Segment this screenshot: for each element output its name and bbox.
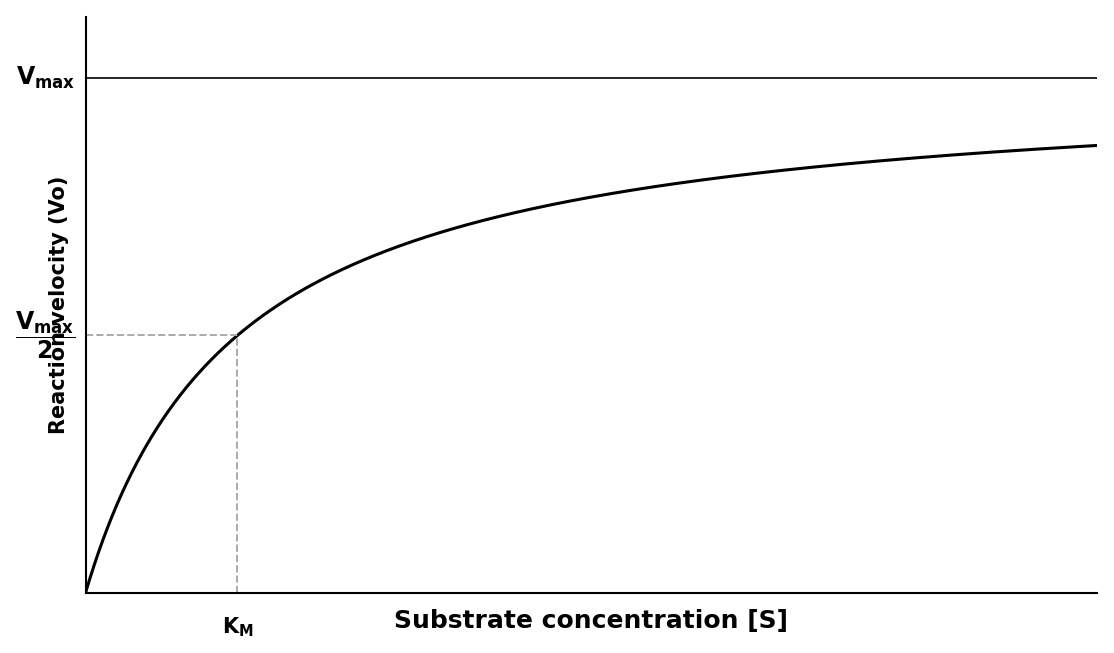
Text: $\mathbf{V_{max}}$: $\mathbf{V_{max}}$ [17,65,76,91]
X-axis label: Substrate concentration [S]: Substrate concentration [S] [394,609,789,633]
Y-axis label: Reaction velocity (Vo): Reaction velocity (Vo) [49,176,69,434]
Text: $\mathbf{\dfrac{V_{max}}{2}}$: $\mathbf{\dfrac{V_{max}}{2}}$ [16,310,76,361]
Text: $\mathbf{K_M}$: $\mathbf{K_M}$ [222,616,253,639]
